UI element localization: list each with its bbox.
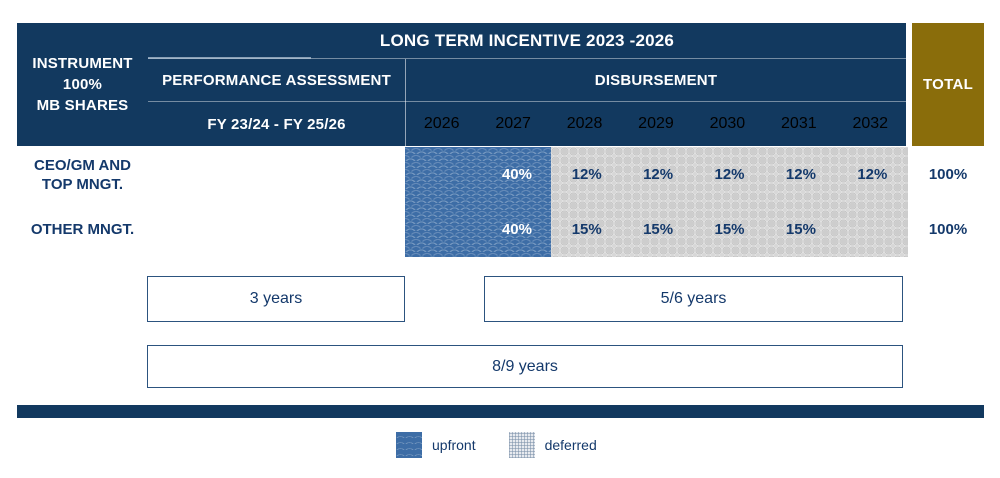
legend: upfront deferred <box>396 432 597 458</box>
lti-header-table: LONG TERM INCENTIVE 2023 -2026 INSTRUMEN… <box>17 23 906 146</box>
deferred-value: 15% <box>571 221 602 238</box>
duration-box-3-years: 3 years <box>147 276 405 322</box>
legend-deferred-label: deferred <box>544 437 597 453</box>
upfront-value-ceo: 40% <box>501 166 532 183</box>
year-label-2029: 2029 <box>638 115 674 132</box>
deferred-row-ceo: 12% 12% 12% 12% 12% <box>551 147 908 202</box>
deferred-value: 15% <box>714 221 745 238</box>
deferred-swatch-icon <box>508 432 535 458</box>
bottom-divider-bar <box>17 405 984 418</box>
column-divider-line <box>405 59 406 146</box>
upfront-region: 40% 40% <box>405 147 551 257</box>
deferred-value: 12% <box>643 166 674 183</box>
year-label-2028: 2028 <box>566 115 603 132</box>
deferred-row-other: 15% 15% 15% 15% <box>551 202 908 257</box>
total-value-other: 100% <box>928 221 968 238</box>
total-value-ceo: 100% <box>928 166 968 183</box>
deferred-value: 12% <box>714 166 745 183</box>
deferred-value: 15% <box>785 221 816 238</box>
header-separator-line <box>148 58 906 59</box>
disbursement-header: DISBURSEMENT <box>594 71 718 89</box>
year-label-2031: 2031 <box>781 115 817 132</box>
duration-box-8-9-years: 8/9 years <box>147 345 903 388</box>
performance-period-label: FY 23/24 - FY 25/26 <box>207 115 346 133</box>
instrument-header: INSTRUMENT 100% MB SHARES <box>32 55 133 114</box>
deferred-value: 15% <box>643 221 674 238</box>
deferred-value: 12% <box>571 166 602 183</box>
upfront-value-other: 40% <box>501 221 532 238</box>
legend-upfront-label: upfront <box>432 437 476 453</box>
year-label-2027: 2027 <box>495 115 531 132</box>
table-title: LONG TERM INCENTIVE 2023 -2026 <box>379 30 675 50</box>
subheader-separator-line <box>148 101 906 102</box>
row-label-ceo-top-mngt: CEO/GM AND TOP MNGT. <box>34 156 131 193</box>
upfront-swatch-icon <box>396 432 422 458</box>
row-label-other-mngt: OTHER MNGT. <box>30 221 135 238</box>
performance-assessment-header: PERFORMANCE ASSESSMENT <box>162 71 391 89</box>
year-label-2032: 2032 <box>852 115 889 132</box>
deferred-region: 12% 12% 12% 12% 12% 15% 15% 15% 15% <box>551 147 908 257</box>
deferred-value: 12% <box>785 166 816 183</box>
year-label-2030: 2030 <box>709 115 746 132</box>
deferred-value: 12% <box>857 166 888 183</box>
deferred-value <box>837 202 908 257</box>
header-separator-accent <box>148 57 311 59</box>
year-label-2026: 2026 <box>423 115 460 132</box>
year-columns-row: 2026 2027 2028 2029 2030 2031 2032 <box>406 102 906 146</box>
total-column-header: TOTAL <box>912 23 984 146</box>
duration-box-5-6-years: 5/6 years <box>484 276 903 322</box>
